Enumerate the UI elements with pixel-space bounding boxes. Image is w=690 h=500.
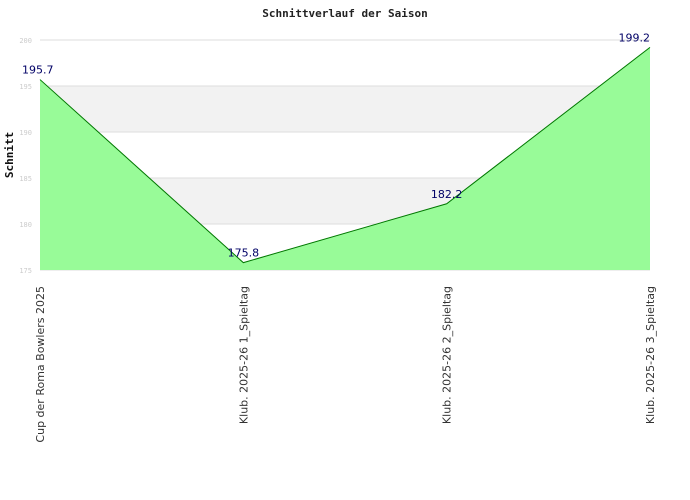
data-label: 175.8 xyxy=(228,247,260,260)
x-tick-label: Cup der Roma Bowlers 2025 xyxy=(34,286,47,443)
y-tick-label: 195 xyxy=(19,83,32,91)
y-tick-label: 175 xyxy=(19,267,32,275)
y-tick-label: 185 xyxy=(19,175,32,183)
y-tick-label: 180 xyxy=(19,221,32,229)
data-label: 195.7 xyxy=(22,64,54,77)
y-tick-label: 200 xyxy=(19,37,32,45)
data-label: 182.2 xyxy=(431,188,463,201)
grid-band xyxy=(40,86,650,132)
data-label: 199.2 xyxy=(619,31,651,44)
y-axis-label: Schnitt xyxy=(3,132,16,178)
x-tick-label: Klub. 2025-26 1_Spieltag xyxy=(237,286,250,424)
y-tick-label: 190 xyxy=(19,129,32,137)
grid-band xyxy=(40,40,650,86)
x-tick-label: Klub. 2025-26 3_Spieltag xyxy=(644,286,657,424)
chart-title: Schnittverlauf der Saison xyxy=(262,7,428,20)
plot-area: 175 180 185 190 195 200 195.7 175.8 182.2 199.2 Cu… xyxy=(19,31,657,442)
x-tick-label: Klub. 2025-26 2_Spieltag xyxy=(441,286,454,424)
series-line xyxy=(39,46,651,264)
area-fill xyxy=(40,47,650,270)
